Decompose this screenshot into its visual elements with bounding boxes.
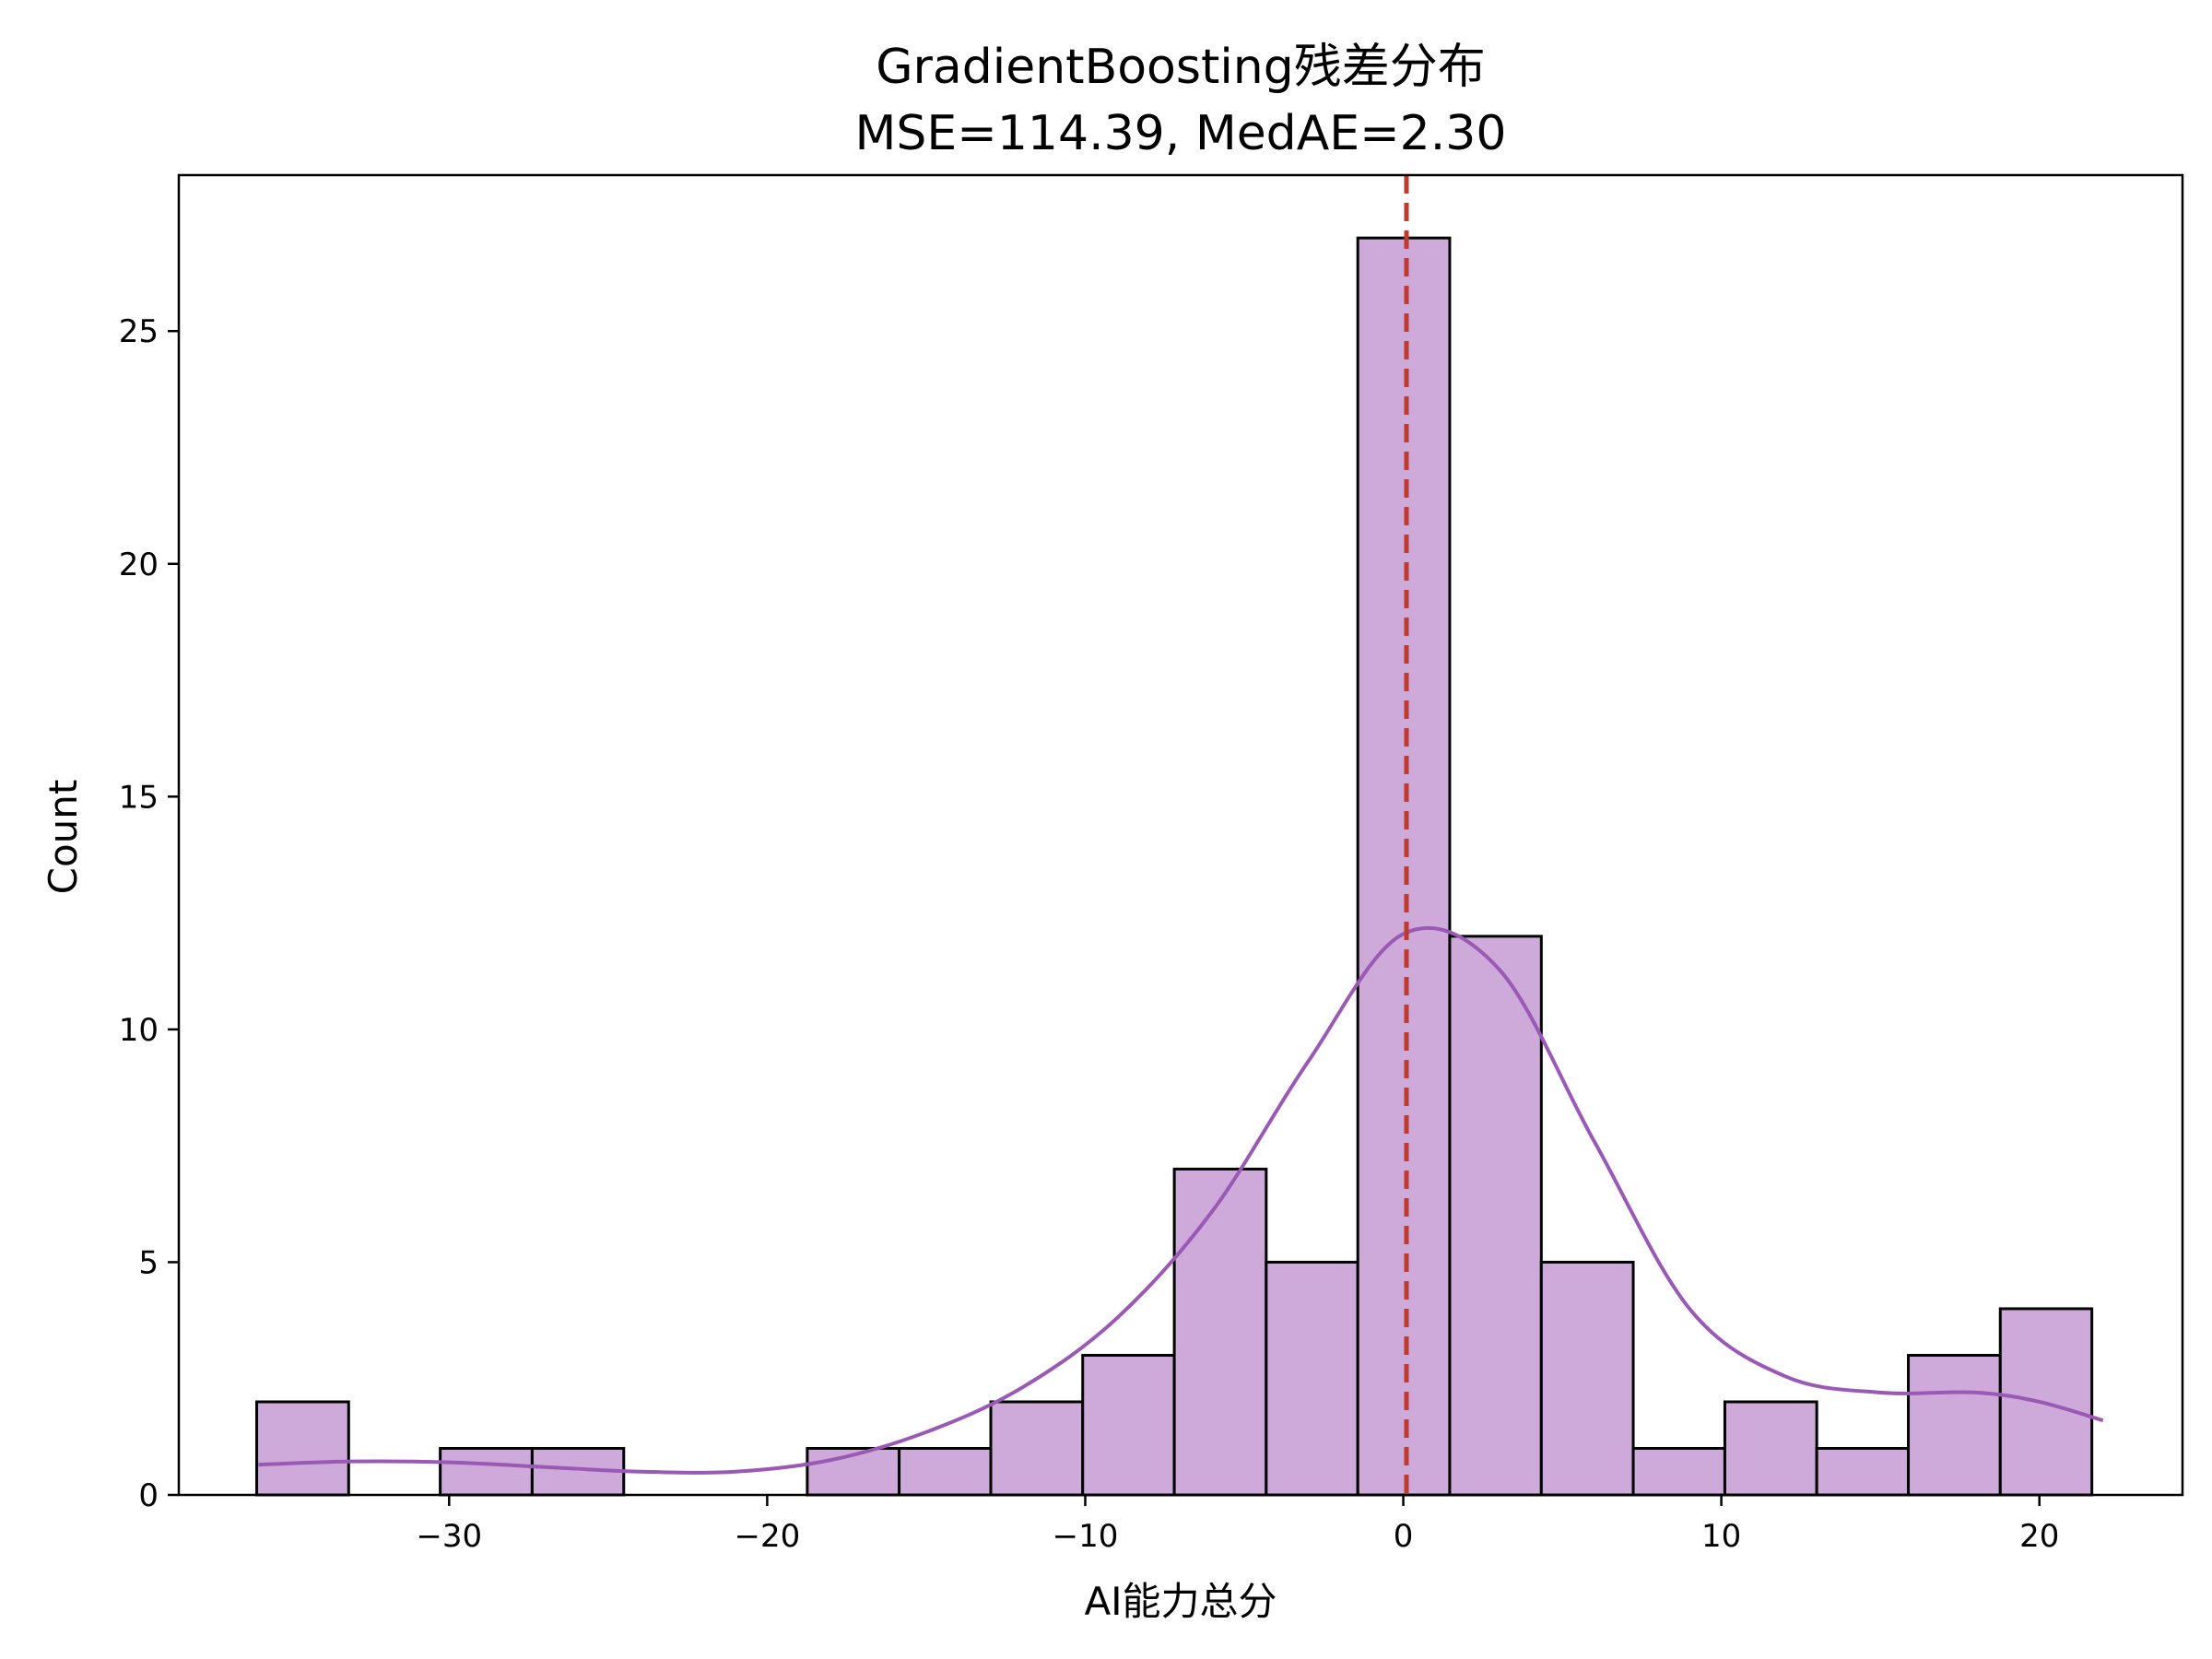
histogram-bar (1265, 1260, 1359, 1497)
y-tick-label: 20 (119, 547, 159, 583)
y-ticks-layer: 0 5 10 15 20 25 (119, 313, 179, 1514)
histogram-bar (898, 1446, 993, 1497)
x-tick-label: −30 (416, 1518, 482, 1555)
histogram-bar (1631, 1446, 1726, 1497)
histogram-bar (1081, 1353, 1176, 1497)
y-tick-label: 15 (119, 779, 159, 816)
histogram-bar (1907, 1353, 2002, 1497)
x-tick-label: −20 (735, 1518, 801, 1555)
histogram-bar (1723, 1400, 1818, 1497)
chart-subtitle: MSE=114.39, MedAE=2.30 (855, 106, 1507, 161)
kde-layer (258, 925, 2104, 1475)
axes-layer (177, 173, 2184, 1497)
histogram-bar (1172, 1167, 1268, 1497)
y-axis-label: Count (41, 780, 86, 895)
chart-title: GradientBoosting残差分布 (876, 40, 1486, 95)
y-tick-label: 25 (119, 313, 159, 350)
plot-frame (177, 173, 2184, 1497)
histogram-bar (1356, 236, 1452, 1497)
histogram-bar (1815, 1446, 1911, 1497)
bars-layer (255, 236, 2094, 1497)
x-tick-label: 0 (1394, 1518, 1414, 1555)
histogram-bar (439, 1446, 534, 1497)
x-tick-label: 10 (1701, 1518, 1741, 1555)
y-tick-label: 0 (138, 1477, 159, 1514)
histogram-bar (255, 1400, 350, 1497)
histogram-bar (989, 1400, 1085, 1497)
x-tick-label: 20 (2019, 1518, 2059, 1555)
y-tick-label: 10 (119, 1012, 159, 1049)
histogram-bar (1448, 935, 1543, 1497)
x-ticks-layer: −30 −20 −10 0 10 20 (416, 1495, 2059, 1555)
histogram-bar (1539, 1260, 1635, 1497)
kde-curve (258, 925, 2104, 1475)
x-axis-label: AI能力总分 (1084, 1579, 1277, 1624)
x-tick-label: −10 (1053, 1518, 1119, 1555)
y-tick-label: 5 (138, 1244, 159, 1281)
